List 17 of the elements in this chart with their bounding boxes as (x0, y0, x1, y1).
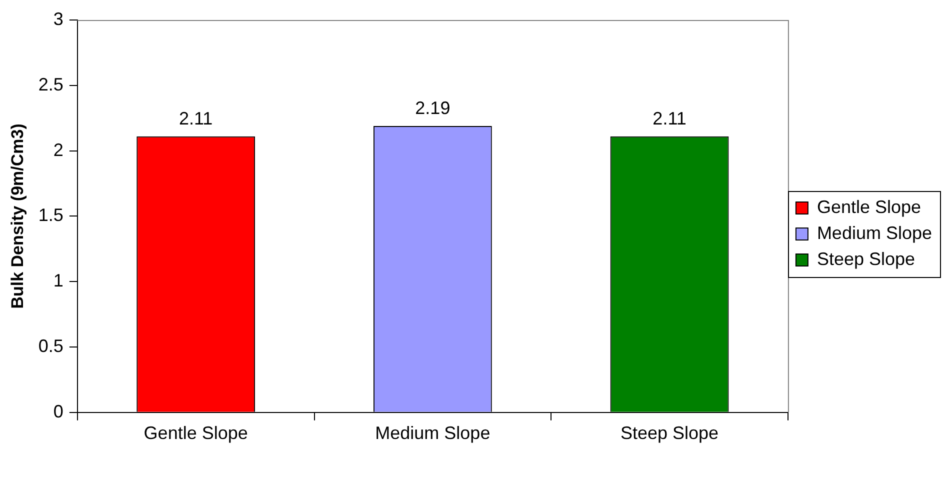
y-tick-label: 1 (53, 270, 64, 291)
y-tick-label: 1.5 (38, 205, 64, 226)
data-label: 2.11 (178, 108, 213, 128)
legend-label: Gentle Slope (816, 196, 922, 217)
y-axis-title: Bulk Density (9m/Cm3) (8, 124, 27, 309)
legend-label: Medium Slope (816, 222, 932, 243)
y-tick-label: 0.5 (38, 336, 64, 356)
y-tick-label: 2 (53, 140, 64, 160)
y-tick-label: 3 (53, 8, 64, 29)
data-label: 2.11 (652, 108, 686, 128)
x-tick-label: Medium Slope (375, 423, 490, 444)
legend-label: Steep Slope (816, 248, 916, 269)
x-tick-label: Steep Slope (620, 423, 719, 444)
x-tick-label: Gentle Slope (144, 423, 248, 444)
data-label: 2.19 (415, 98, 450, 118)
y-tick-label: 2.5 (38, 74, 64, 94)
y-tick-label: 0 (53, 401, 64, 422)
